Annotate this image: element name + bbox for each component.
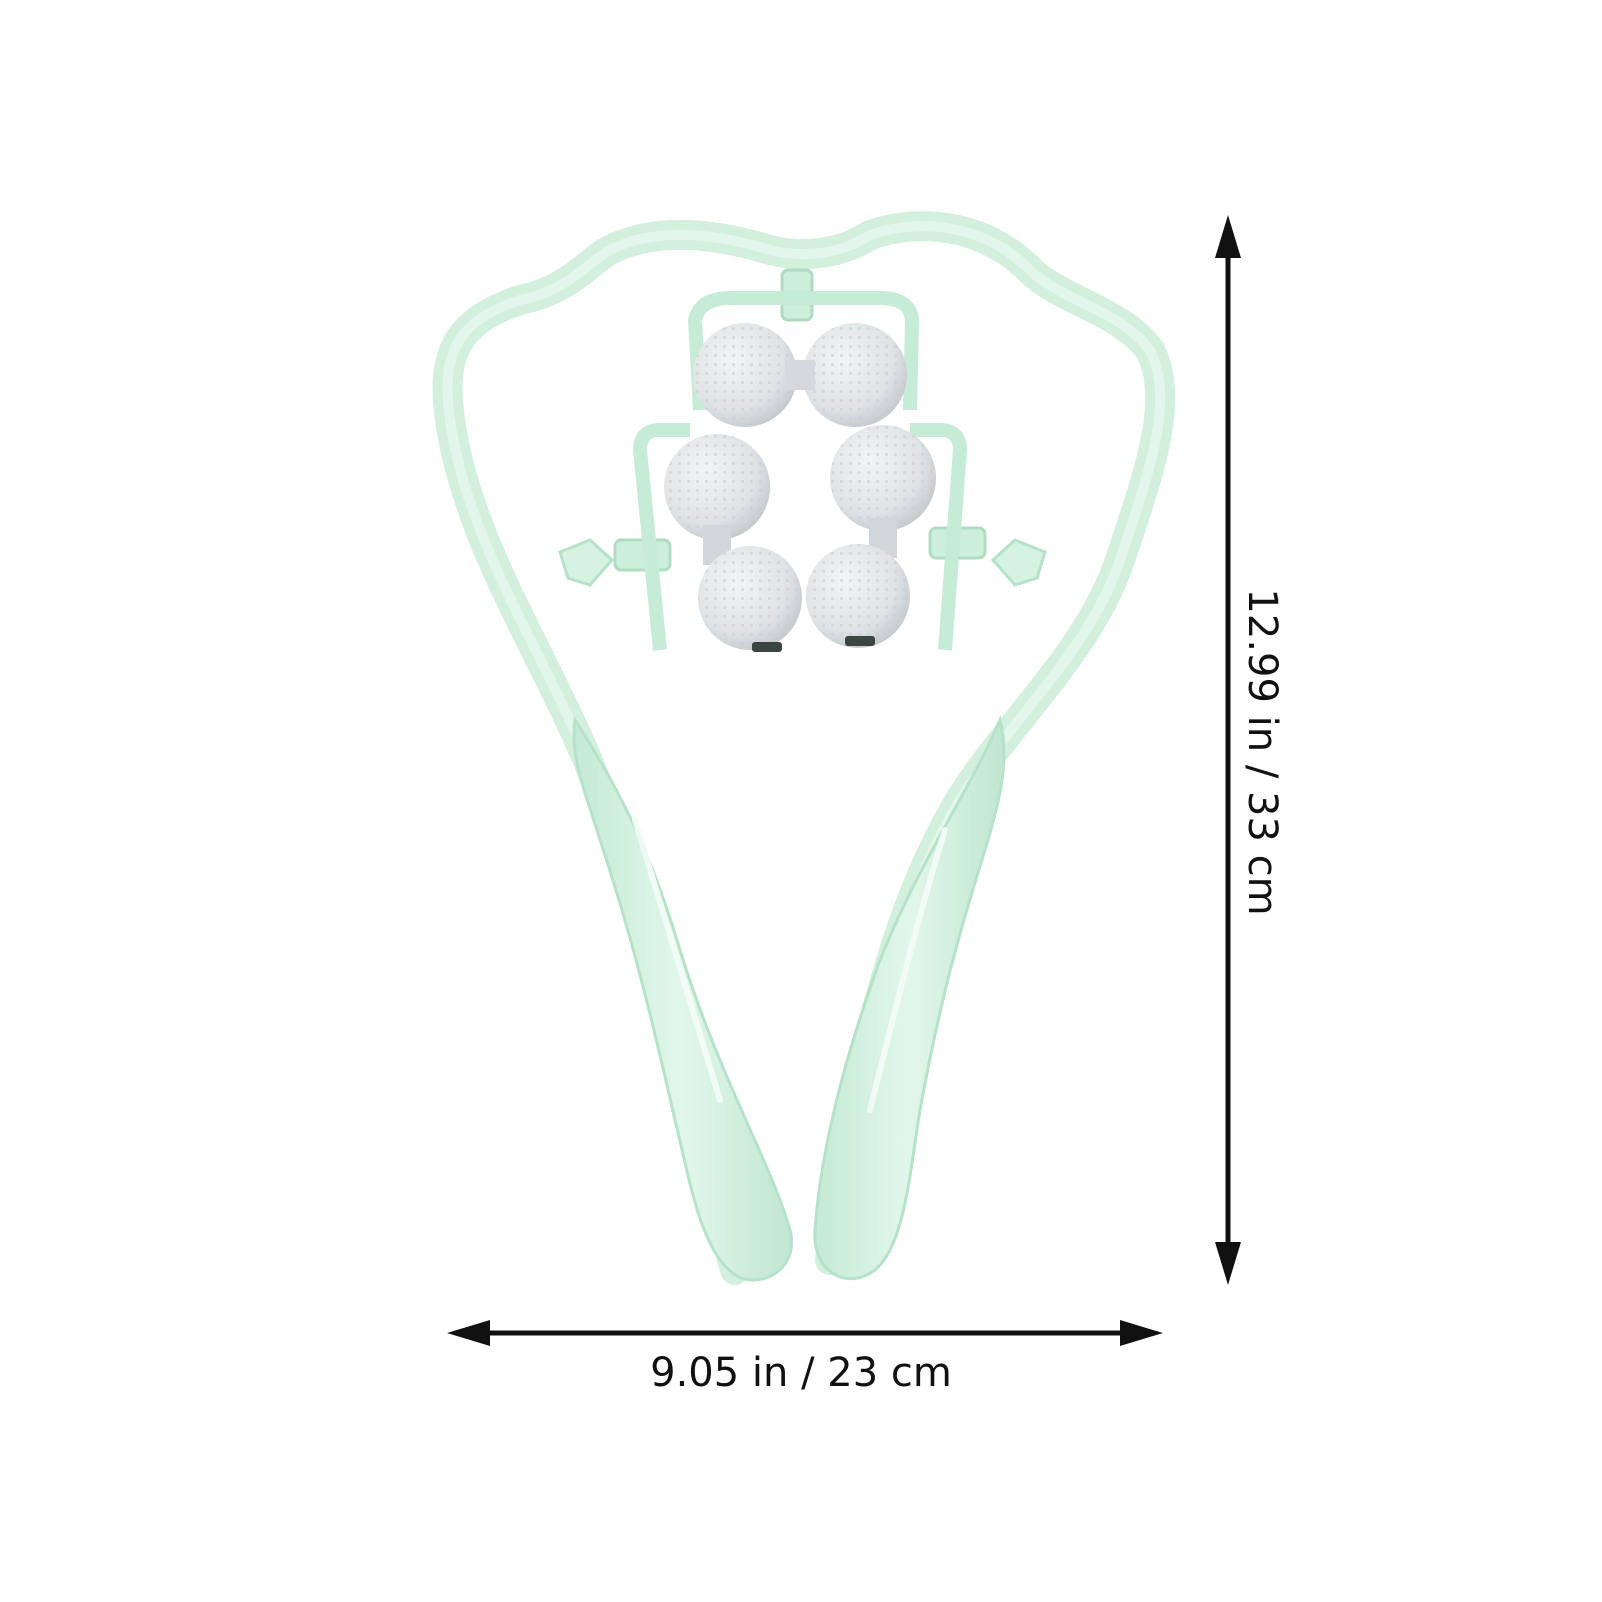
right-handle [813,715,1006,1281]
width-dimension-arrow [447,1320,1163,1346]
roller-ball-mid-left [664,434,770,540]
roller-ball-bottom-right [806,544,910,648]
roller-ball-top-left [693,323,797,427]
height-dimension-label: 12.99 in / 33 cm [1239,588,1285,916]
massager-frame [432,211,1176,1285]
width-dimension-label: 9.05 in / 23 cm [650,1350,952,1396]
roller-ball-mid-right [830,425,936,531]
left-handle [572,715,794,1282]
left-hinge [558,538,672,587]
roller-cradles [633,291,967,651]
roller-ball-bottom-left [698,546,802,650]
roller-ball-top-right [803,323,907,427]
height-dimension-arrow [1215,215,1241,1285]
roller-balls [664,323,936,652]
